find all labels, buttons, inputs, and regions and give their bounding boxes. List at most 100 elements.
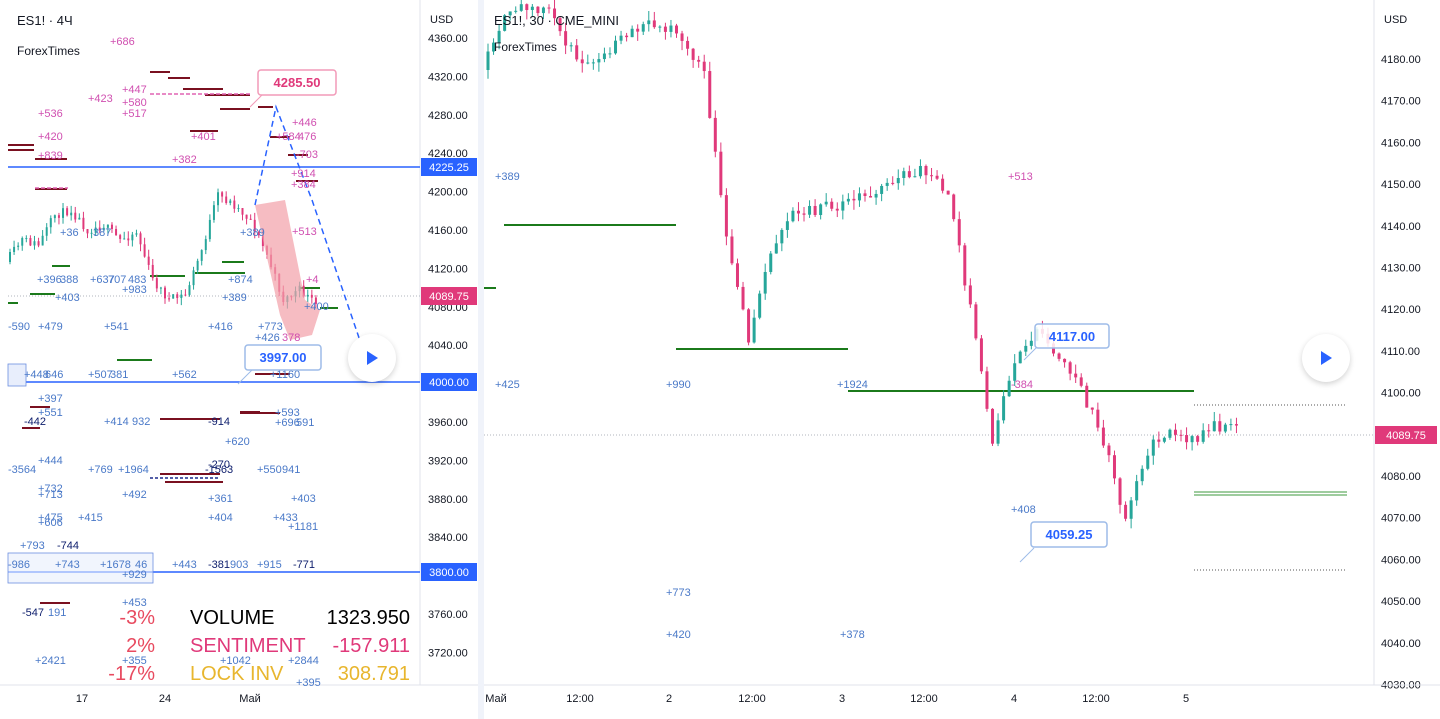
left-annotation-blue: +389 <box>222 292 247 304</box>
left-candle-body <box>37 241 40 246</box>
right-candle-body <box>652 20 656 28</box>
left-candle-body <box>127 238 130 241</box>
left-annotation-blue: +769 <box>88 464 113 476</box>
right-time-tick: 3 <box>839 693 845 705</box>
right-candle-body <box>675 25 678 34</box>
right-candle-body <box>663 26 667 32</box>
right-symbol-label[interactable]: ES1!, 30 · CME_MINI <box>494 13 619 28</box>
left-annotation-blue: +448 <box>24 369 49 381</box>
left-annotation-blue: +416 <box>208 321 233 333</box>
left-projection-line <box>254 104 371 371</box>
right-candle-body <box>1135 481 1139 501</box>
right-candle-body <box>614 40 618 54</box>
left-candle-body <box>221 192 224 197</box>
left-candle-body <box>82 217 85 230</box>
left-candle-body <box>21 238 24 246</box>
left-tag-4225-bg <box>421 158 477 176</box>
pane-divider[interactable] <box>478 0 484 719</box>
left-chart-pane[interactable]: USD 4360.00 4320.00 4280.00 4240.00 4200.00 41… <box>0 0 479 719</box>
right-candle-body <box>630 28 634 38</box>
left-candle-body <box>78 217 81 220</box>
right-time-tick: 12:00 <box>910 693 938 705</box>
right-replay-button[interactable] <box>1302 334 1350 382</box>
right-candle-body <box>1140 468 1144 482</box>
left-candle-body <box>314 297 317 304</box>
right-candle-body <box>902 171 906 178</box>
left-annotation-blue: +400 <box>304 301 329 313</box>
right-chart-pane[interactable]: USD 4180.00 4170.00 4160.00 4150.00 4140.00 41… <box>484 0 1440 719</box>
left-annotation-blue: +403 <box>55 292 80 304</box>
left-candle-body <box>172 294 175 299</box>
left-price-tick: 4120.00 <box>428 263 468 275</box>
right-candle-body <box>857 193 861 201</box>
right-time-tick: 12:00 <box>566 693 594 705</box>
right-candle-body <box>1218 421 1222 432</box>
left-chart-canvas[interactable]: USD 4360.00 4320.00 4280.00 4240.00 4200.00 41… <box>0 0 478 719</box>
right-candle-body <box>1151 439 1155 456</box>
left-candle-body <box>306 294 309 297</box>
right-candle-body <box>1223 424 1227 432</box>
stat-value: 1323.950 <box>327 607 410 629</box>
left-annotation-blue: +395 <box>296 677 321 689</box>
left-candle-body <box>102 227 105 231</box>
right-candle-body <box>1090 407 1094 410</box>
right-candle-body <box>1029 340 1033 346</box>
right-candle-body <box>863 193 867 196</box>
right-candle-body <box>619 35 623 41</box>
left-annotation-blue: +415 <box>78 512 103 524</box>
right-candle-body <box>968 285 972 305</box>
left-annotation-dark: -270 <box>208 459 230 471</box>
right-candle-body <box>575 45 579 60</box>
right-candle-body <box>946 190 950 195</box>
right-candle-body <box>1063 358 1067 363</box>
right-candle-body <box>691 48 695 60</box>
right-candle-body <box>547 7 551 9</box>
left-candle-body <box>159 287 162 289</box>
right-candle-body <box>497 30 501 43</box>
right-annotation-blue: +378 <box>840 629 865 641</box>
left-replay-button[interactable] <box>348 334 396 382</box>
right-candle-body <box>907 171 911 178</box>
left-candle-body <box>62 208 65 218</box>
left-annotation-blue: +1678 <box>100 559 131 571</box>
left-symbol-label[interactable]: ES1! · 4Ч <box>17 13 73 28</box>
right-candle-body <box>874 193 878 198</box>
left-candle-body <box>94 227 97 233</box>
right-candle-body <box>957 219 961 246</box>
left-annotation-blue: +620 <box>225 436 250 448</box>
right-callout-high: 4117.00 <box>1049 329 1095 344</box>
left-candle-body <box>241 208 244 215</box>
left-annotation-blue: 46 <box>135 559 147 571</box>
left-candle-body <box>123 238 126 240</box>
right-candle-body <box>697 59 701 62</box>
left-annotation-blue: +1160 <box>270 369 300 381</box>
left-candle-body <box>110 224 113 229</box>
right-candle-body <box>1124 504 1128 519</box>
right-candle-body <box>891 182 895 184</box>
right-candle-body <box>813 205 817 216</box>
left-annotation-pink: 378 <box>282 332 300 344</box>
left-annotation-blue: +453 <box>122 597 147 609</box>
right-candle-body <box>708 71 712 118</box>
left-price-tick: 4360.00 <box>428 33 468 45</box>
left-candle-body <box>86 229 89 234</box>
left-annotation-blue: +637 <box>90 274 115 286</box>
left-candle-body <box>147 256 150 265</box>
left-annotation-pink: +914 <box>291 168 316 180</box>
left-annotation-dark: -442 <box>24 416 46 428</box>
right-chart-canvas[interactable]: USD4180.004170.004160.004150.004140.0041… <box>484 0 1440 719</box>
left-annotation-blue: +713 <box>38 489 63 501</box>
right-candle-body <box>1112 455 1116 479</box>
right-candle-body <box>1179 434 1183 436</box>
right-candle-body <box>808 205 812 215</box>
left-candle-body <box>13 246 16 253</box>
left-price-tick: 4240.00 <box>428 148 468 160</box>
right-price-tick: 4050.00 <box>1381 596 1421 608</box>
left-price-tick: 4200.00 <box>428 187 468 199</box>
right-candle-body <box>796 210 800 214</box>
stat-percent: -3% <box>119 607 155 629</box>
right-candle-body <box>1068 362 1072 374</box>
right-candle-body <box>724 195 728 237</box>
right-callout-low-box <box>1030 521 1108 548</box>
left-candle-body <box>261 235 264 247</box>
